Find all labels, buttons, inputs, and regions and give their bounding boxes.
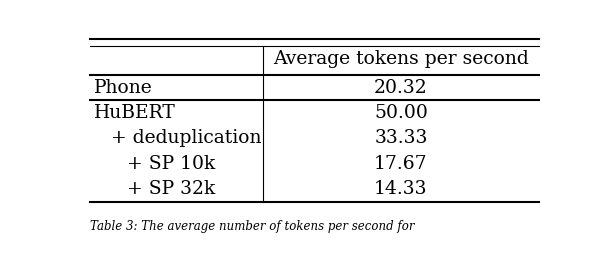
Text: 33.33: 33.33: [374, 129, 428, 147]
Text: + deduplication: + deduplication: [111, 129, 261, 147]
Text: + SP 32k: + SP 32k: [127, 180, 215, 198]
Text: 14.33: 14.33: [374, 180, 428, 198]
Text: Average tokens per second: Average tokens per second: [273, 50, 528, 68]
Text: Table 3: The average number of tokens per second for: Table 3: The average number of tokens pe…: [89, 221, 414, 233]
Text: + SP 10k: + SP 10k: [127, 155, 215, 173]
Text: HuBERT: HuBERT: [94, 104, 176, 122]
Text: Phone: Phone: [94, 79, 153, 97]
Text: 17.67: 17.67: [374, 155, 428, 173]
Text: 20.32: 20.32: [374, 79, 428, 97]
Text: 50.00: 50.00: [374, 104, 428, 122]
